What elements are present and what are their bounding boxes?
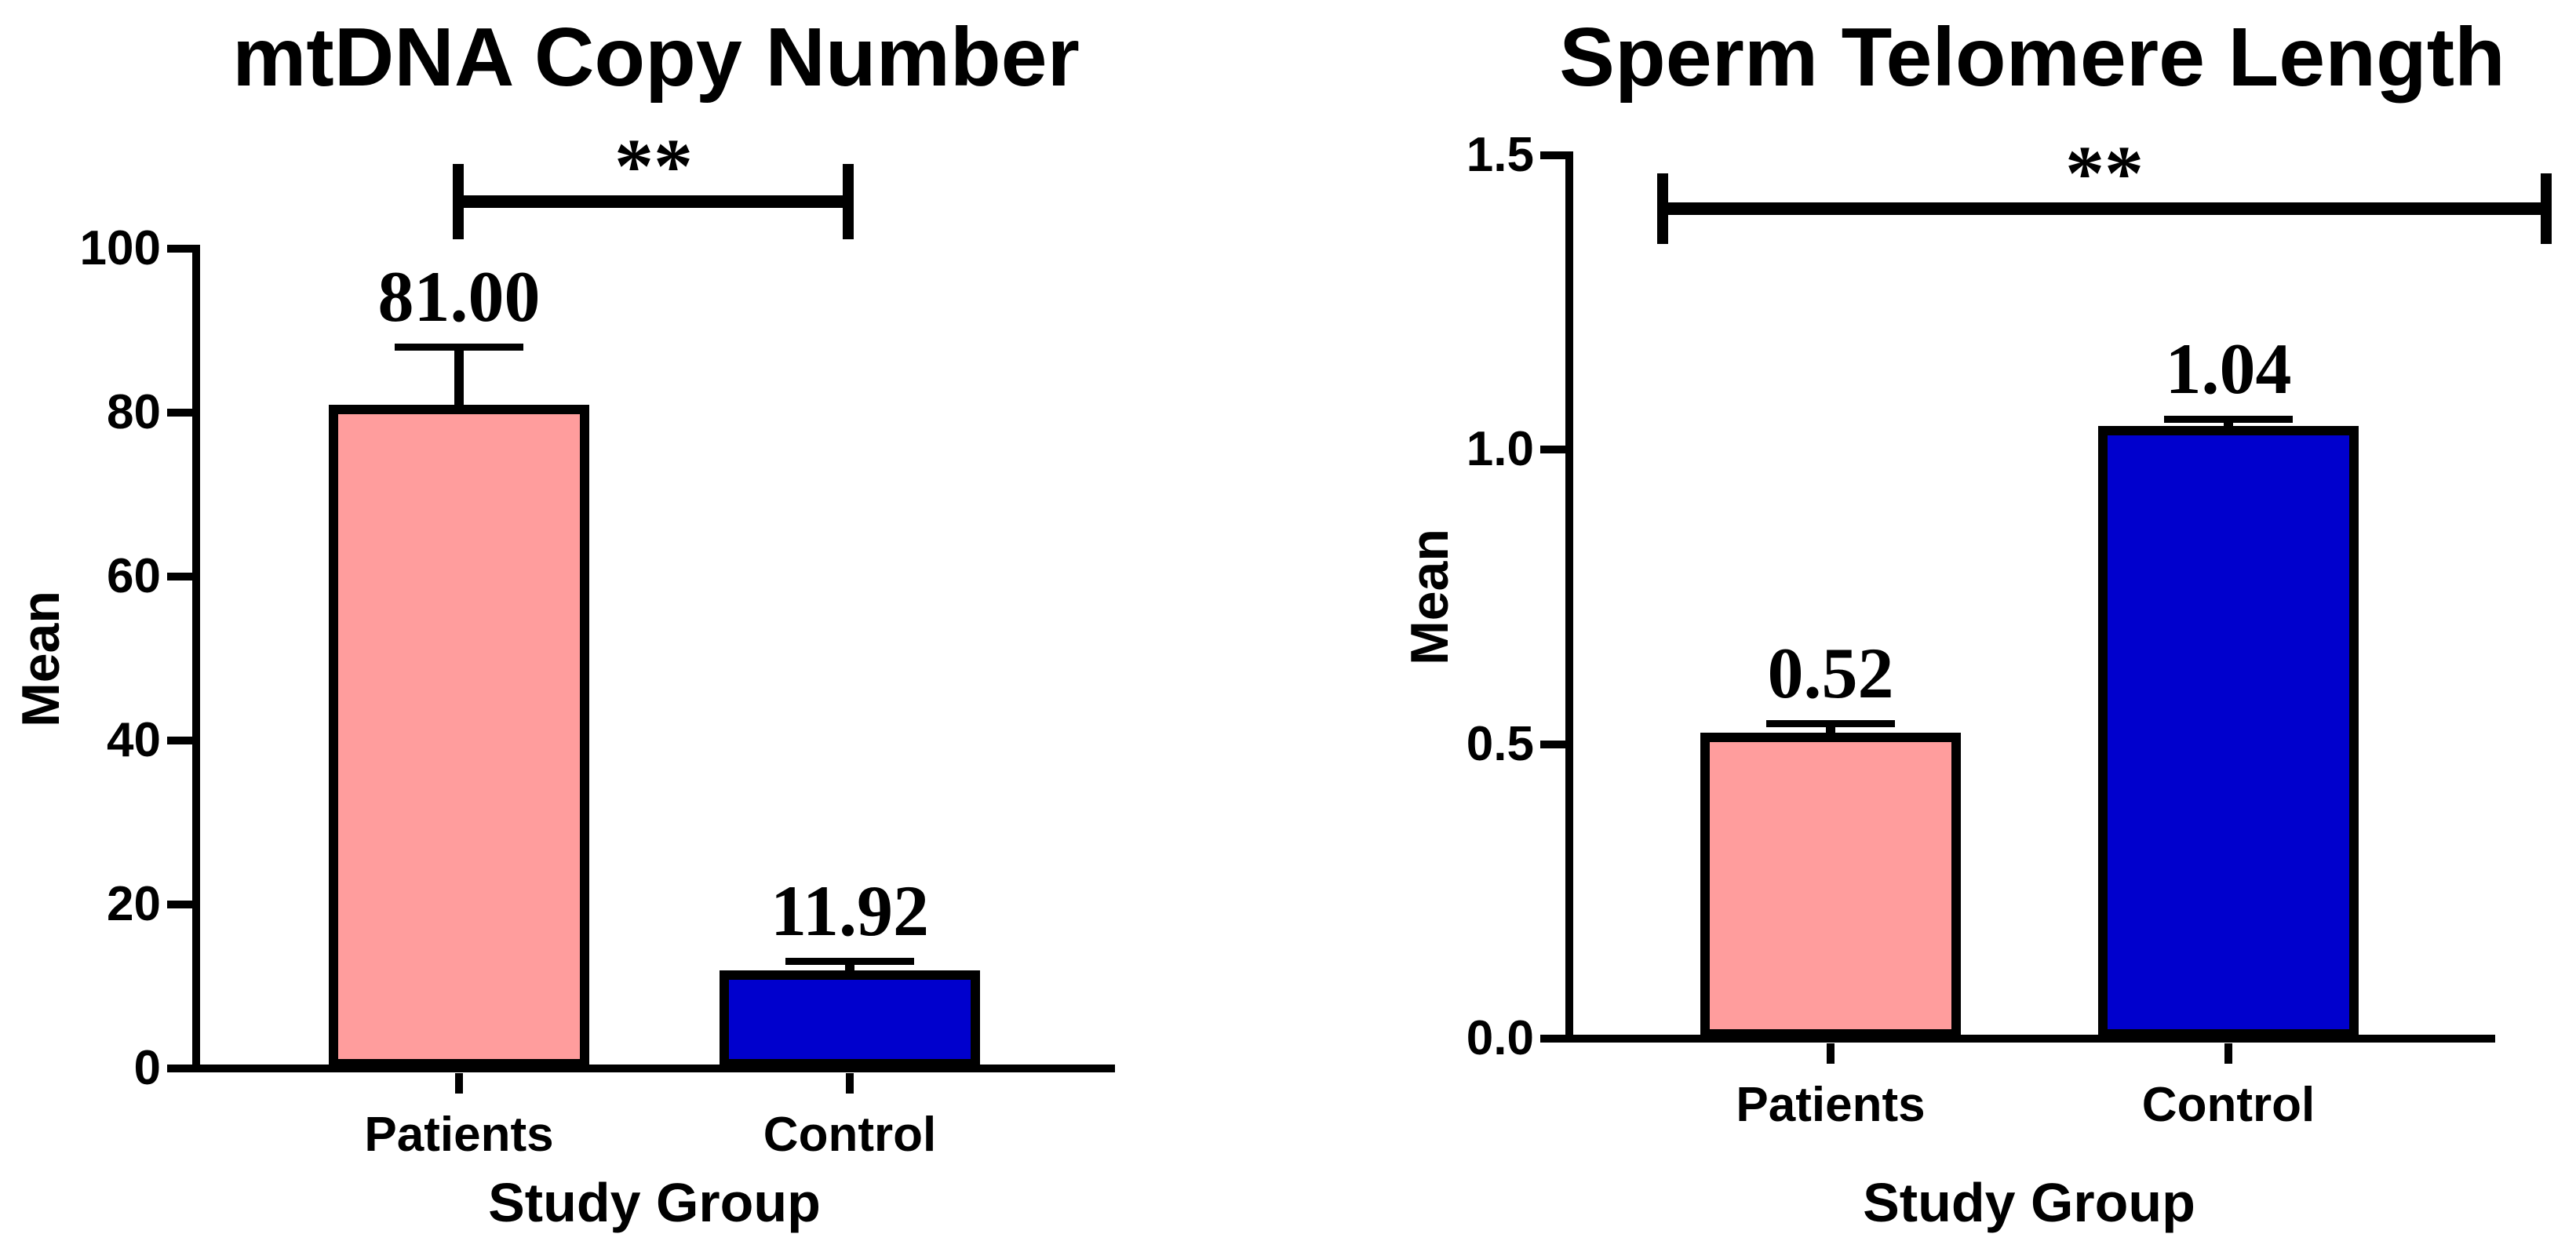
y-tick-mark <box>1540 741 1565 748</box>
significance-bracket-cap-right <box>843 164 854 239</box>
y-tick-mark <box>167 901 192 908</box>
chart-title-mtdna: mtDNA Copy Number <box>232 11 1080 104</box>
significance-stars-telomere: ** <box>2065 129 2144 217</box>
y-tick-label: 0 <box>133 1041 161 1095</box>
y-tick-label: 80 <box>107 385 161 439</box>
significance-bracket-cap-left <box>1657 173 1668 244</box>
significance-stars-mtdna: ** <box>614 122 693 209</box>
bar-control <box>2098 426 2359 1039</box>
x-tick-mark <box>455 1073 463 1094</box>
category-label: Control <box>763 1108 937 1162</box>
significance-bracket-cap-left <box>453 164 464 239</box>
bar-value-label: 1.04 <box>2165 329 2292 409</box>
error-bar-cap <box>1766 720 1895 727</box>
y-tick-label: 1.5 <box>1466 128 1534 182</box>
x-axis-line <box>1565 1035 2495 1043</box>
significance-bracket-line <box>1663 202 2546 215</box>
bar-control <box>720 970 980 1068</box>
y-tick-mark <box>167 409 192 417</box>
y-tick-mark <box>167 245 192 253</box>
error-bar-cap <box>395 344 523 351</box>
significance-bracket-line <box>458 195 848 208</box>
y-tick-mark <box>1540 151 1565 159</box>
bar-value-label: 0.52 <box>1767 633 1894 713</box>
chart-title-telomere: Sperm Telomere Length <box>1559 11 2505 104</box>
y-tick-mark <box>167 573 192 581</box>
y-axis-label-telomere: Mean <box>1400 529 1459 665</box>
y-tick-label: 0.0 <box>1466 1011 1534 1065</box>
error-bar-cap <box>2164 416 2293 423</box>
error-bar-stem <box>454 347 464 417</box>
x-tick-mark <box>846 1073 854 1094</box>
y-tick-mark <box>167 737 192 744</box>
bar-patients <box>1700 733 1961 1039</box>
bar-value-label: 11.92 <box>771 871 929 951</box>
error-bar-cap <box>785 958 914 965</box>
y-tick-label: 40 <box>107 713 161 767</box>
category-label: Patients <box>364 1108 554 1162</box>
y-axis-line <box>1565 151 1573 1043</box>
x-axis-line <box>192 1065 1115 1072</box>
x-axis-label-telomere: Study Group <box>1863 1172 2195 1233</box>
y-axis-label-mtdna: Mean <box>11 591 71 727</box>
y-tick-label: 100 <box>79 221 161 275</box>
y-tick-mark <box>167 1065 192 1072</box>
significance-bracket-cap-right <box>2541 173 2552 244</box>
y-tick-label: 1.0 <box>1466 422 1534 476</box>
x-tick-mark <box>2224 1043 2232 1064</box>
y-tick-mark <box>1540 1035 1565 1043</box>
x-axis-label-mtdna: Study Group <box>488 1172 821 1233</box>
bar-value-label: 81.00 <box>377 257 541 337</box>
category-label: Control <box>2141 1078 2315 1132</box>
y-axis-line <box>192 245 200 1072</box>
y-tick-label: 20 <box>107 877 161 931</box>
y-tick-label: 0.5 <box>1466 717 1534 771</box>
y-tick-mark <box>1540 446 1565 453</box>
x-tick-mark <box>1827 1043 1835 1064</box>
y-tick-label: 60 <box>107 549 161 603</box>
category-label: Patients <box>1736 1078 1926 1132</box>
bar-patients <box>329 405 589 1068</box>
